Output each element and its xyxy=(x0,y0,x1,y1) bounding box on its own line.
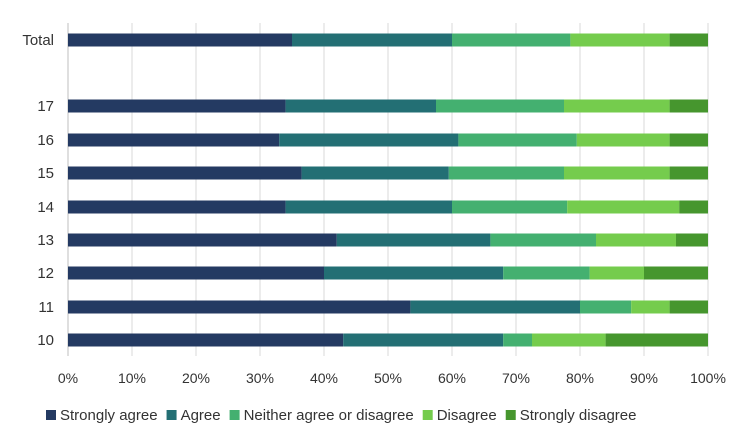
bar-strongly-agree-16 xyxy=(68,133,280,147)
legend-label-disagree: Disagree xyxy=(437,407,497,424)
x-tick-label: 40% xyxy=(310,370,338,386)
x-tick-label: 0% xyxy=(58,370,78,386)
bar-strongly-agree-14 xyxy=(68,200,286,214)
bar-strongly-agree-13 xyxy=(68,233,337,247)
x-tick-label: 80% xyxy=(566,370,594,386)
bar-disagree-13 xyxy=(596,233,676,247)
category-label: 16 xyxy=(37,132,54,149)
bar-agree-total xyxy=(292,33,452,47)
bar-series xyxy=(68,33,708,347)
bar-neither-agree-or-disagree-13 xyxy=(490,233,596,247)
category-label: 14 xyxy=(37,199,54,216)
category-label: 11 xyxy=(38,299,54,316)
bar-neither-agree-or-disagree-16 xyxy=(458,133,577,147)
legend-swatch-neither-agree-or-disagree xyxy=(229,410,240,420)
bar-agree-10 xyxy=(343,333,504,347)
bar-neither-agree-or-disagree-11 xyxy=(580,300,632,314)
x-tick-label: 90% xyxy=(630,370,658,386)
bar-agree-14 xyxy=(285,200,452,214)
bar-agree-16 xyxy=(279,133,459,147)
category-label: 13 xyxy=(37,232,54,249)
x-tick-label: 30% xyxy=(246,370,274,386)
category-label: 10 xyxy=(37,332,54,349)
bar-disagree-16 xyxy=(576,133,670,147)
x-axis-ticks: 0% 10% 20% 30% 40% 50% 60% 70% 80% 90% 100% xyxy=(58,370,726,386)
bar-strongly-disagree-14 xyxy=(679,200,708,214)
bar-disagree-11 xyxy=(631,300,670,314)
category-label: 15 xyxy=(37,165,54,182)
legend-label-strongly-agree: Strongly agree xyxy=(60,407,158,424)
bar-strongly-disagree-15 xyxy=(669,166,708,180)
bar-agree-12 xyxy=(324,266,504,280)
legend-label-neither-agree-or-disagree: Neither agree or disagree xyxy=(244,407,414,424)
x-tick-label: 100% xyxy=(690,370,726,386)
bar-neither-agree-or-disagree-total xyxy=(452,33,571,47)
bar-strongly-disagree-12 xyxy=(644,266,708,280)
bar-strongly-agree-12 xyxy=(68,266,324,280)
bar-agree-17 xyxy=(285,99,436,113)
x-tick-label: 20% xyxy=(182,370,210,386)
bar-strongly-agree-11 xyxy=(68,300,411,314)
bar-strongly-disagree-13 xyxy=(676,233,708,247)
bar-neither-agree-or-disagree-14 xyxy=(452,200,568,214)
bar-agree-13 xyxy=(336,233,491,247)
bar-strongly-disagree-17 xyxy=(669,99,708,113)
legend-swatch-agree xyxy=(166,410,177,420)
category-label: Total xyxy=(22,32,54,49)
legend: Strongly agree Agree Neither agree or disa… xyxy=(46,407,636,424)
category-labels: Total 17 16 15 14 13 12 11 10 xyxy=(22,32,54,349)
bar-strongly-agree-total xyxy=(68,33,292,47)
bar-disagree-total xyxy=(570,33,670,47)
bar-strongly-agree-15 xyxy=(68,166,302,180)
x-tick-label: 10% xyxy=(118,370,146,386)
bar-disagree-14 xyxy=(567,200,680,214)
x-tick-label: 60% xyxy=(438,370,466,386)
bar-strongly-agree-10 xyxy=(68,333,344,347)
bar-neither-agree-or-disagree-12 xyxy=(503,266,590,280)
bar-agree-15 xyxy=(301,166,449,180)
bar-neither-agree-or-disagree-10 xyxy=(503,333,532,347)
category-label: 17 xyxy=(37,98,54,115)
bar-strongly-disagree-11 xyxy=(669,300,708,314)
bar-disagree-17 xyxy=(564,99,670,113)
bar-disagree-15 xyxy=(564,166,670,180)
bar-neither-agree-or-disagree-15 xyxy=(448,166,564,180)
x-tick-label: 70% xyxy=(502,370,530,386)
legend-swatch-strongly-agree xyxy=(46,410,56,420)
bar-strongly-disagree-total xyxy=(669,33,708,47)
bar-disagree-12 xyxy=(589,266,644,280)
x-tick-label: 50% xyxy=(374,370,402,386)
bar-strongly-agree-17 xyxy=(68,99,286,113)
bar-disagree-10 xyxy=(532,333,606,347)
bar-neither-agree-or-disagree-17 xyxy=(436,99,564,113)
category-label: 12 xyxy=(37,265,54,282)
legend-swatch-strongly-disagree xyxy=(505,410,516,420)
bar-strongly-disagree-10 xyxy=(605,333,708,347)
bar-strongly-disagree-16 xyxy=(669,133,708,147)
bar-agree-11 xyxy=(410,300,580,314)
legend-label-agree: Agree xyxy=(181,407,221,424)
legend-swatch-disagree xyxy=(422,410,433,420)
legend-label-strongly-disagree: Strongly disagree xyxy=(520,407,637,424)
